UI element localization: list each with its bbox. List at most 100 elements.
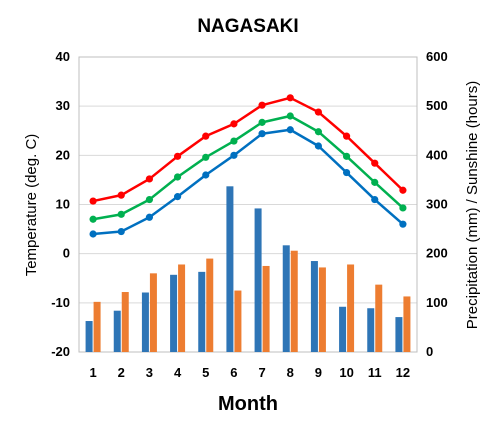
bar-series-1-bar	[339, 306, 347, 352]
plot-area	[78, 56, 418, 353]
bar-series-2-bar	[234, 290, 242, 352]
right-axis-label: Precipitation (mm) / Sunshine (hours)	[464, 81, 481, 329]
line-series-3-point	[286, 126, 294, 134]
line-series-2-point	[230, 137, 238, 145]
line-series-1-point	[399, 186, 407, 194]
right-axis-ticks: 0 100 200 300 400 500 600	[426, 49, 448, 359]
x-tick-label: 7	[258, 365, 265, 380]
line-series-2-point	[371, 178, 379, 186]
bar-series-1-bar	[198, 271, 206, 352]
right-tick-label: 300	[426, 197, 448, 212]
x-tick-label: 10	[339, 365, 353, 380]
left-axis-label: Temperature (deg. C)	[23, 134, 40, 277]
line-series-1-point	[202, 132, 210, 140]
line-series-1-point	[314, 108, 323, 116]
line-series-2-point	[286, 112, 294, 120]
bar-series-1-bar	[367, 308, 375, 352]
bar-series-2-bar	[403, 296, 411, 352]
bar-series-1-bar	[85, 321, 93, 352]
bar-series-1-bar	[226, 186, 234, 352]
right-tick-label: 200	[426, 246, 448, 261]
left-tick-label: 30	[56, 98, 70, 113]
bar-series-1-bar	[282, 245, 290, 352]
line-series-1-point	[230, 120, 238, 128]
x-axis-ticks: 1 2 3 4 5 6 7 8 9 10 11 12	[89, 365, 410, 380]
bar-series-2-bar	[206, 258, 214, 352]
line-series-3-point	[202, 171, 210, 179]
line-series-1-point	[258, 101, 266, 109]
line-series-2	[92, 114, 404, 221]
bar-series-2-bar	[318, 267, 326, 352]
line-series-2-point	[258, 118, 266, 126]
x-tick-label: 5	[202, 365, 209, 380]
bar-series-2-bar	[375, 284, 383, 352]
x-tick-label: 12	[396, 365, 410, 380]
bar-series-2-bar	[262, 265, 270, 352]
bar-series-2-bar	[178, 264, 186, 352]
left-axis-ticks: -20 -10 0 10 20 30 40	[51, 49, 70, 359]
line-series-2-point	[145, 195, 154, 204]
line-series-3-point	[117, 227, 125, 236]
left-tick-label: 20	[56, 147, 70, 162]
bar-series-1-bar	[113, 310, 121, 352]
x-tick-label: 8	[287, 365, 294, 380]
line-series-2-point	[342, 152, 351, 160]
right-tick-label: 100	[426, 295, 448, 310]
bar-series-2-bar	[149, 273, 157, 352]
left-tick-label: 10	[56, 197, 70, 212]
right-tick-label: 400	[426, 147, 448, 162]
bar-series-1-bar	[170, 274, 178, 352]
line-series-2-point	[89, 215, 97, 223]
left-tick-label: 40	[56, 49, 70, 64]
line-series-1-point	[145, 175, 154, 183]
line-series-1-point	[286, 94, 294, 102]
bar-series-2-bar	[290, 250, 298, 352]
line-series-3-point	[173, 193, 182, 201]
left-tick-label: 0	[63, 246, 70, 261]
x-axis-label: Month	[218, 393, 278, 415]
x-tick-label: 1	[89, 365, 96, 380]
x-tick-label: 2	[118, 365, 125, 380]
line-series-3	[92, 128, 404, 236]
line-series-1	[92, 96, 404, 203]
bar-series-1-bar	[141, 292, 149, 352]
line-series-1-point	[117, 191, 125, 199]
line-series-2-point	[117, 210, 125, 218]
x-tick-label: 3	[146, 365, 153, 380]
bar-series-1-bar	[254, 208, 262, 352]
left-tick-label: -10	[51, 295, 70, 310]
right-tick-label: 0	[426, 344, 433, 359]
line-series-3-point	[145, 213, 154, 221]
bar-series-2-bar	[121, 292, 129, 352]
bar-series-2-bar	[347, 264, 355, 352]
right-tick-label: 500	[426, 98, 448, 113]
line-series-3-point	[371, 195, 379, 204]
gridlines	[79, 56, 417, 353]
x-tick-label: 4	[174, 365, 182, 380]
line-series-2-point	[314, 128, 323, 136]
x-tick-label: 6	[230, 365, 237, 380]
x-tick-label: 9	[315, 365, 322, 380]
bar-series-group	[85, 186, 411, 352]
bar-series-1-bar	[395, 317, 403, 352]
line-series-3-point	[314, 142, 323, 150]
line-series-1-point	[342, 132, 351, 140]
line-series-1-point	[89, 197, 97, 205]
line-series-group	[89, 94, 407, 238]
right-tick-label: 600	[426, 49, 448, 64]
x-tick-label: 11	[368, 365, 382, 380]
bar-series-2-bar	[93, 301, 101, 352]
line-series-2-point	[202, 153, 210, 161]
line-series-2-point	[173, 173, 182, 181]
line-series-3-point	[258, 130, 266, 138]
bar-series-1-bar	[310, 261, 318, 352]
line-series-1-point	[371, 159, 379, 167]
line-series-2-point	[399, 204, 407, 212]
line-series-3-point	[399, 220, 407, 228]
left-tick-label: -20	[51, 344, 70, 359]
line-series-3-point	[230, 151, 238, 159]
chart-title: NAGASAKI	[197, 16, 298, 37]
line-series-3-point	[89, 230, 97, 238]
line-series-3-point	[342, 168, 351, 177]
